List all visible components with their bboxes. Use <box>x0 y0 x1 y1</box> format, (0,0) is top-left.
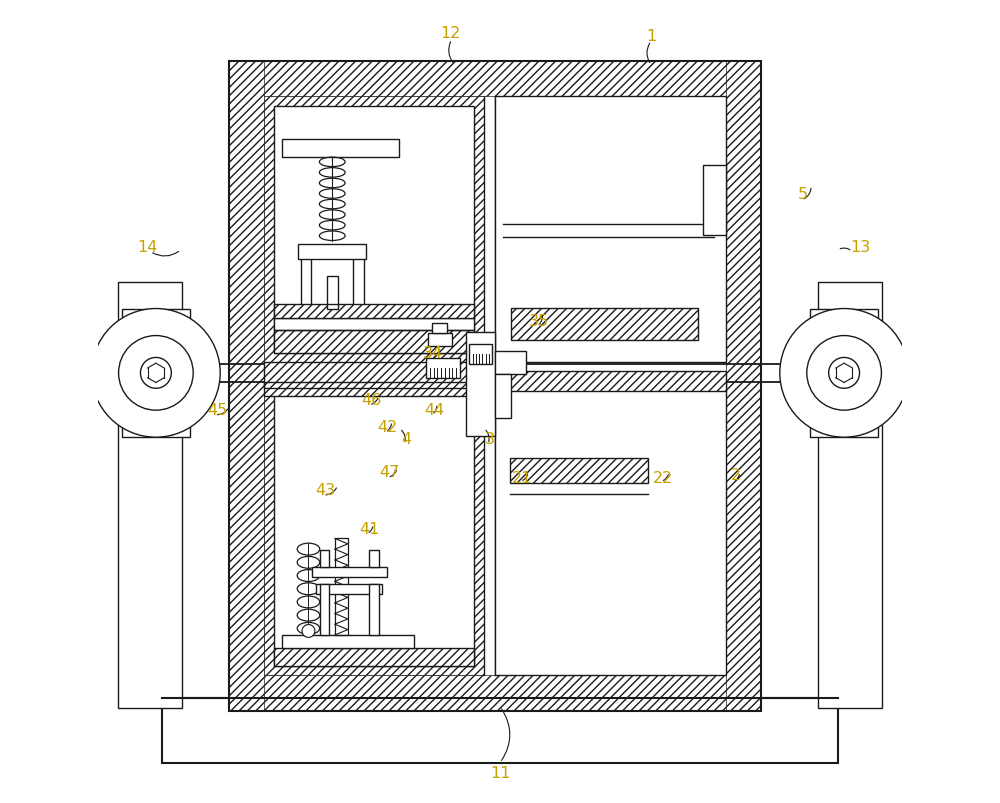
Bar <box>264 363 484 389</box>
Bar <box>469 344 492 365</box>
Text: 47: 47 <box>380 465 400 479</box>
Text: 3: 3 <box>485 432 495 446</box>
Bar <box>298 245 366 259</box>
Bar <box>274 304 474 319</box>
Text: 42: 42 <box>377 420 398 434</box>
Bar <box>726 62 761 711</box>
Bar <box>274 331 474 353</box>
Bar <box>316 585 382 595</box>
Bar <box>511 308 698 340</box>
Bar <box>432 324 447 333</box>
Bar <box>274 319 474 331</box>
Bar <box>312 567 387 577</box>
Bar <box>327 276 338 309</box>
Bar <box>229 62 761 97</box>
Bar <box>264 382 484 397</box>
Circle shape <box>780 309 908 438</box>
Text: 34: 34 <box>422 346 443 361</box>
Bar <box>274 304 474 319</box>
Text: 35: 35 <box>529 314 549 328</box>
Text: 45: 45 <box>207 402 227 417</box>
Bar <box>118 283 182 708</box>
Text: 21: 21 <box>512 471 533 485</box>
Bar <box>511 308 698 340</box>
Text: 46: 46 <box>361 393 381 407</box>
Bar <box>466 332 495 437</box>
Text: 1: 1 <box>646 29 656 43</box>
Text: 4: 4 <box>401 432 411 446</box>
Text: 22: 22 <box>653 471 673 485</box>
Bar <box>495 372 726 392</box>
Bar <box>810 309 878 438</box>
Bar <box>369 550 379 567</box>
Bar <box>335 539 348 635</box>
Bar <box>369 585 379 635</box>
Bar <box>428 333 452 346</box>
Bar <box>510 459 648 483</box>
Text: 14: 14 <box>138 240 158 255</box>
Circle shape <box>119 336 193 410</box>
Bar <box>274 331 474 353</box>
Text: 41: 41 <box>359 521 379 536</box>
Text: 12: 12 <box>440 26 460 41</box>
Bar <box>495 384 726 675</box>
Circle shape <box>140 358 171 389</box>
Bar <box>122 309 190 438</box>
Bar <box>495 97 726 363</box>
Bar <box>229 62 264 711</box>
Bar <box>495 372 726 392</box>
Text: 11: 11 <box>490 765 510 780</box>
Bar <box>229 62 761 711</box>
Bar <box>274 648 474 666</box>
Bar <box>264 384 484 675</box>
Text: 44: 44 <box>424 402 444 417</box>
Bar <box>353 246 364 305</box>
Text: 5: 5 <box>798 187 808 202</box>
Text: 43: 43 <box>315 483 336 497</box>
Bar <box>495 352 526 374</box>
Bar <box>301 246 311 305</box>
Bar <box>818 283 882 708</box>
Bar <box>264 382 484 397</box>
Circle shape <box>829 358 860 389</box>
Bar <box>320 585 329 635</box>
Bar <box>703 166 726 235</box>
Bar <box>274 393 474 666</box>
Bar <box>274 648 474 666</box>
Bar <box>282 140 399 157</box>
Bar <box>274 107 474 353</box>
Bar <box>264 97 484 363</box>
Circle shape <box>92 309 220 438</box>
Text: 13: 13 <box>850 240 870 255</box>
Bar <box>282 635 414 648</box>
Bar <box>426 359 460 378</box>
Bar <box>320 550 329 567</box>
Circle shape <box>807 336 881 410</box>
Text: 2: 2 <box>731 468 741 483</box>
Bar <box>229 675 761 711</box>
Bar <box>162 699 838 763</box>
Bar <box>264 363 484 389</box>
Bar <box>510 459 648 483</box>
Circle shape <box>302 625 315 638</box>
Bar <box>495 374 511 418</box>
